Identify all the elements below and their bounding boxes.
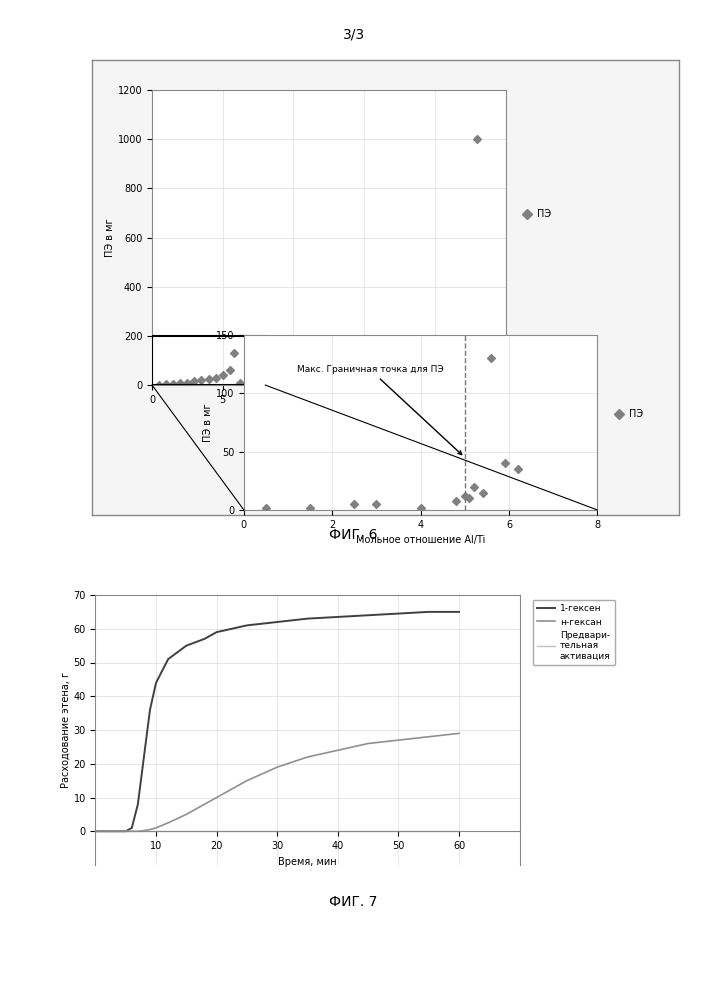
Text: ПЭ: ПЭ [537, 209, 551, 219]
Text: ПЭ: ПЭ [629, 409, 643, 419]
Point [160, 376, 172, 392]
Point [224, 362, 235, 378]
Text: ФИГ. 7: ФИГ. 7 [329, 895, 378, 909]
Point [153, 377, 165, 393]
Point [203, 371, 214, 387]
X-axis label: Мольное отношение Al/Ti: Мольное отношение Al/Ti [264, 410, 393, 420]
Point [349, 496, 360, 512]
Bar [152, 336, 265, 385]
Y-axis label: Расходование этена, г: Расходование этена, г [61, 672, 71, 788]
X-axis label: Время, мин: Время, мин [279, 857, 337, 867]
Point [513, 461, 524, 477]
Point [182, 375, 193, 391]
Point [486, 350, 497, 366]
Text: 3/3: 3/3 [342, 28, 365, 42]
Text: ФИГ. 6: ФИГ. 6 [329, 528, 378, 542]
Point [234, 375, 245, 391]
Point [175, 375, 186, 391]
Point [472, 131, 483, 147]
Point [477, 484, 489, 500]
Y-axis label: ПЭ в мг: ПЭ в мг [105, 218, 115, 257]
Point [196, 372, 207, 388]
Point [450, 493, 462, 509]
Y-axis label: ПЭ в мг: ПЭ в мг [203, 403, 213, 442]
Point [460, 488, 471, 504]
Text: Макс. Граничная точка для ПЭ: Макс. Граничная точка для ПЭ [297, 365, 462, 455]
Legend: 1-гексен, н-гексан, Предвари-
тельная
активация: 1-гексен, н-гексан, Предвари- тельная ак… [532, 600, 615, 665]
Point [168, 376, 179, 392]
X-axis label: Мольное отношение Al/Ti: Мольное отношение Al/Ti [356, 535, 485, 545]
Point [260, 500, 271, 516]
Point [468, 479, 479, 495]
Point [464, 490, 475, 506]
Point [370, 496, 382, 512]
Point [228, 345, 240, 361]
Point [305, 500, 316, 516]
Point [415, 500, 426, 516]
Point [217, 367, 228, 383]
Point [499, 455, 510, 471]
Point [210, 370, 221, 386]
Point [189, 373, 200, 389]
